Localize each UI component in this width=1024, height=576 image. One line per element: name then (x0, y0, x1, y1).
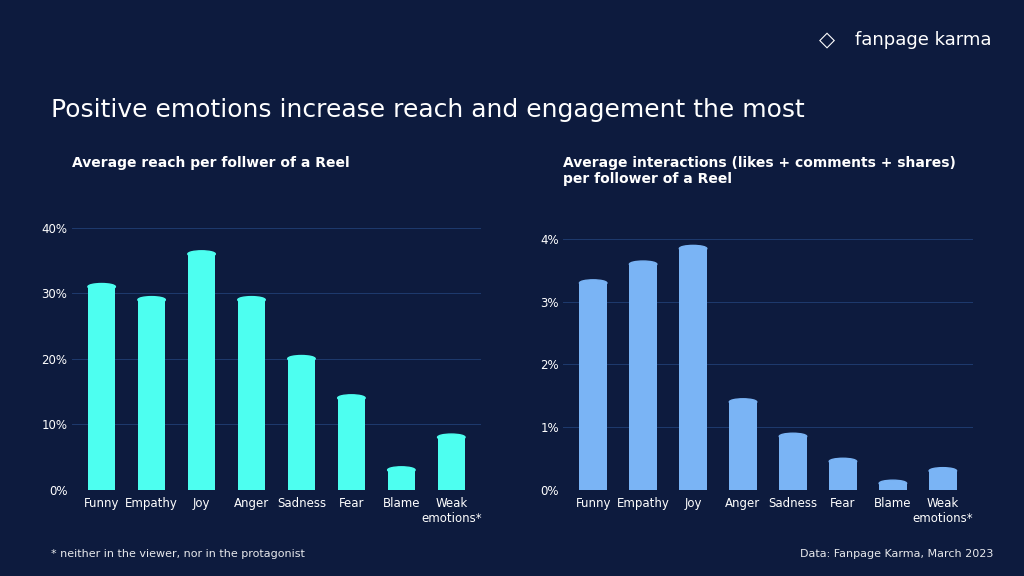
Ellipse shape (580, 280, 607, 286)
Bar (88, 287, 116, 490)
Ellipse shape (238, 297, 265, 303)
Bar (187, 254, 215, 490)
Text: Average reach per follwer of a Reel: Average reach per follwer of a Reel (72, 156, 349, 169)
Bar (880, 483, 906, 490)
Bar (580, 283, 607, 490)
Ellipse shape (630, 261, 656, 267)
Bar (929, 471, 956, 490)
Ellipse shape (437, 434, 465, 441)
Text: Average interactions (likes + comments + shares)
per follower of a Reel: Average interactions (likes + comments +… (563, 156, 956, 185)
Bar (729, 402, 757, 490)
Ellipse shape (88, 283, 116, 290)
Bar (388, 470, 415, 490)
Ellipse shape (729, 399, 757, 405)
Ellipse shape (138, 297, 165, 303)
Ellipse shape (880, 480, 906, 487)
Bar (437, 437, 465, 490)
Ellipse shape (388, 467, 415, 473)
Ellipse shape (929, 468, 956, 474)
Text: Positive emotions increase reach and engagement the most: Positive emotions increase reach and eng… (51, 98, 805, 122)
Ellipse shape (829, 458, 857, 465)
Bar (630, 264, 656, 490)
Bar (138, 300, 165, 490)
Bar (829, 461, 857, 490)
Text: fanpage karma: fanpage karma (855, 31, 991, 50)
Bar (779, 437, 807, 490)
Ellipse shape (679, 245, 707, 252)
Ellipse shape (779, 433, 807, 439)
Text: * neither in the viewer, nor in the protagonist: * neither in the viewer, nor in the prot… (51, 549, 305, 559)
Bar (338, 398, 366, 490)
Ellipse shape (288, 355, 315, 362)
Bar (238, 300, 265, 490)
Ellipse shape (187, 251, 215, 257)
Text: Data: Fanpage Karma, March 2023: Data: Fanpage Karma, March 2023 (800, 549, 993, 559)
Bar (679, 249, 707, 490)
Ellipse shape (338, 395, 366, 401)
Bar (288, 359, 315, 490)
Text: ◇: ◇ (819, 31, 836, 50)
